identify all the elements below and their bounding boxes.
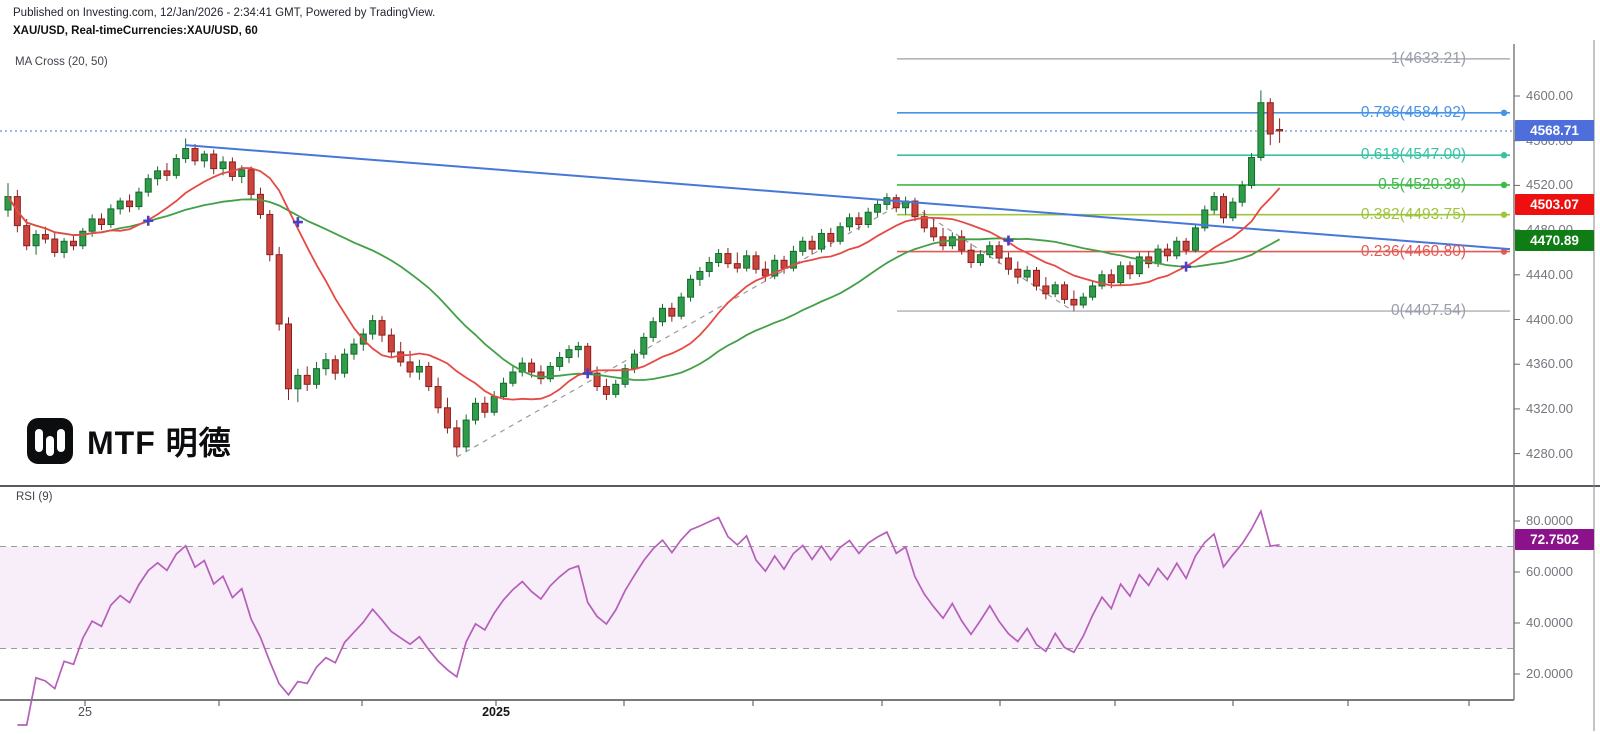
price-tick-label: 4280.00	[1526, 445, 1573, 461]
time-axis-label: 2025	[482, 705, 510, 719]
time-axis-label: 25	[78, 705, 92, 719]
last-price-badge: 4568.71	[1515, 120, 1594, 142]
time-axis[interactable]: 25 2025	[0, 700, 1514, 732]
brand-watermark: MTF 明德	[26, 417, 232, 465]
brand-name: MTF 明德	[87, 425, 232, 461]
rsi-tick-label: 40.0000	[1526, 615, 1573, 630]
price-tick-label: 4320.00	[1526, 400, 1573, 416]
price-tick-label: 4400.00	[1526, 311, 1573, 327]
rsi-value-badge: 72.7502	[1515, 528, 1594, 550]
price-tick-label: 4440.00	[1526, 266, 1573, 282]
brand-logo-icon	[26, 417, 74, 465]
rsi-tick-label: 20.0000	[1526, 666, 1573, 681]
rsi-tick-label: 80.0000	[1526, 513, 1573, 528]
rsi-indicator-label: RSI (9)	[16, 491, 53, 503]
price-tick-label: 4600.00	[1526, 88, 1573, 103]
rsi-tick-label: 60.0000	[1526, 564, 1573, 579]
price-tick-label: 4360.00	[1526, 356, 1573, 372]
published-note: Published on Investing.com, 12/Jan/2026 …	[13, 7, 436, 19]
price-tick-label: 4520.00	[1526, 177, 1573, 193]
ma-cross-indicator-label: MA Cross (20, 50)	[15, 56, 108, 68]
ma-fast-price-badge: 4503.07	[1515, 193, 1594, 215]
ma-slow-price-badge: 4470.89	[1515, 229, 1594, 251]
symbol-title: XAU/USD, Real-timeCurrencies:XAU/USD, 60	[13, 25, 258, 37]
